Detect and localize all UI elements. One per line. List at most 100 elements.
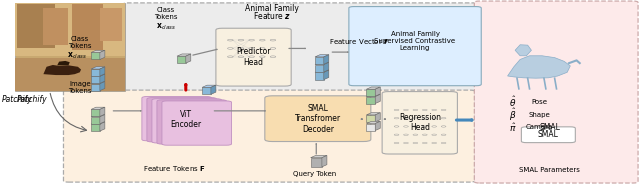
Polygon shape <box>202 106 216 109</box>
Text: Feature Tokens $\mathbf{F}$: Feature Tokens $\mathbf{F}$ <box>143 164 205 173</box>
Bar <box>315 57 324 64</box>
Polygon shape <box>375 113 380 122</box>
Bar <box>202 87 211 94</box>
Text: SMAL Parameters: SMAL Parameters <box>519 167 580 173</box>
Text: $\mathbf{x}_{class}$: $\mathbf{x}_{class}$ <box>156 21 176 32</box>
Text: Shape: Shape <box>528 112 550 117</box>
Polygon shape <box>315 70 329 72</box>
Polygon shape <box>91 107 105 109</box>
Text: SMAL: SMAL <box>539 123 560 132</box>
Polygon shape <box>100 115 105 124</box>
FancyBboxPatch shape <box>123 3 488 98</box>
FancyBboxPatch shape <box>157 100 227 144</box>
Bar <box>91 84 100 91</box>
Text: Tokens: Tokens <box>68 43 92 49</box>
Polygon shape <box>202 120 216 123</box>
Polygon shape <box>324 55 329 64</box>
Polygon shape <box>367 94 380 97</box>
Text: Pose: Pose <box>531 99 547 105</box>
Bar <box>91 53 100 59</box>
Bar <box>15 4 125 91</box>
Bar <box>367 124 375 130</box>
Polygon shape <box>367 87 380 89</box>
Polygon shape <box>367 113 380 115</box>
Polygon shape <box>100 81 105 91</box>
Bar <box>202 123 211 129</box>
Polygon shape <box>186 54 191 63</box>
Polygon shape <box>91 67 105 69</box>
Bar <box>44 8 68 45</box>
Polygon shape <box>100 107 105 116</box>
Text: Class: Class <box>157 7 175 13</box>
Polygon shape <box>310 155 327 158</box>
Bar <box>91 117 100 124</box>
Text: Patchify: Patchify <box>2 95 33 104</box>
Polygon shape <box>211 106 216 115</box>
Text: Predictor
Head: Predictor Head <box>236 48 271 67</box>
Text: Animal Family
Supervised Contrastive
Learning: Animal Family Supervised Contrastive Lea… <box>374 31 456 51</box>
Polygon shape <box>57 61 70 65</box>
Polygon shape <box>91 81 105 84</box>
Bar <box>177 56 186 63</box>
Text: Query Token: Query Token <box>292 171 336 177</box>
Polygon shape <box>211 85 216 94</box>
Polygon shape <box>177 54 191 56</box>
FancyBboxPatch shape <box>474 1 638 183</box>
FancyBboxPatch shape <box>63 90 475 182</box>
Polygon shape <box>315 55 329 57</box>
Polygon shape <box>202 113 216 116</box>
Text: Tokens: Tokens <box>154 14 177 20</box>
Polygon shape <box>508 56 570 78</box>
FancyBboxPatch shape <box>142 97 211 141</box>
Polygon shape <box>91 50 105 53</box>
Text: $\hat{\beta}$: $\hat{\beta}$ <box>509 106 516 123</box>
Polygon shape <box>211 113 216 122</box>
Text: Image: Image <box>69 81 91 87</box>
Polygon shape <box>91 115 105 117</box>
Polygon shape <box>375 121 380 130</box>
Bar <box>91 76 100 83</box>
Polygon shape <box>44 65 81 75</box>
FancyBboxPatch shape <box>265 96 371 142</box>
Text: Class: Class <box>70 36 89 42</box>
Polygon shape <box>211 120 216 129</box>
Bar <box>310 158 322 167</box>
Text: ViT
Encoder: ViT Encoder <box>170 110 202 129</box>
FancyBboxPatch shape <box>522 127 575 143</box>
Polygon shape <box>91 122 105 124</box>
FancyBboxPatch shape <box>349 7 481 86</box>
Text: $\mathbf{x}_{class}$: $\mathbf{x}_{class}$ <box>67 51 87 61</box>
Bar <box>100 8 122 41</box>
Bar <box>91 109 100 116</box>
Text: Regression
Head: Regression Head <box>399 113 441 132</box>
Bar <box>202 109 211 115</box>
Polygon shape <box>367 121 380 124</box>
Polygon shape <box>202 85 216 87</box>
Bar <box>367 89 375 96</box>
Polygon shape <box>324 62 329 72</box>
FancyBboxPatch shape <box>162 101 232 145</box>
Text: SMAL: SMAL <box>538 130 559 139</box>
FancyBboxPatch shape <box>382 92 458 154</box>
Polygon shape <box>322 155 327 167</box>
Bar <box>367 97 375 104</box>
Bar <box>367 115 375 122</box>
Bar <box>91 124 100 131</box>
Bar <box>315 65 324 72</box>
Text: $\hat{\theta}$: $\hat{\theta}$ <box>509 94 516 109</box>
FancyBboxPatch shape <box>152 99 221 143</box>
Text: Feature Vector $\boldsymbol{f}$: Feature Vector $\boldsymbol{f}$ <box>329 37 389 46</box>
Bar <box>72 4 103 50</box>
Bar <box>315 72 324 80</box>
Bar <box>17 4 54 48</box>
Text: Tokens: Tokens <box>68 88 92 94</box>
Text: Animal Family: Animal Family <box>245 4 300 13</box>
Text: Camera: Camera <box>525 124 552 130</box>
Polygon shape <box>100 67 105 76</box>
Text: Patchify: Patchify <box>17 95 48 104</box>
Polygon shape <box>100 74 105 83</box>
Bar <box>202 116 211 122</box>
Bar <box>15 4 125 56</box>
Bar <box>15 58 125 91</box>
Polygon shape <box>375 87 380 96</box>
